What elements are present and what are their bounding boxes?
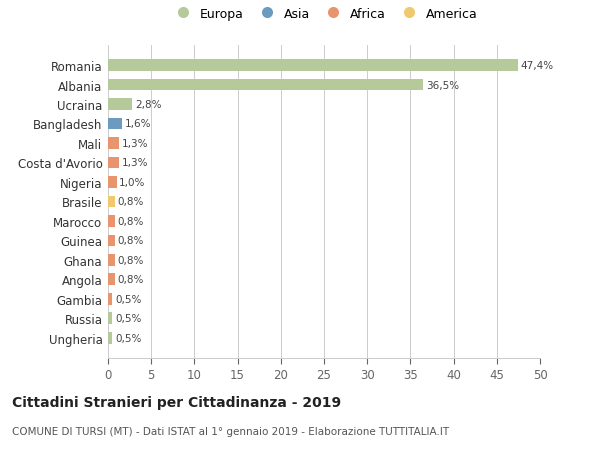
Bar [108, 313, 112, 325]
Legend: Europa, Asia, Africa, America: Europa, Asia, Africa, America [167, 6, 481, 23]
Text: 0,8%: 0,8% [118, 255, 144, 265]
Text: 36,5%: 36,5% [426, 80, 459, 90]
Text: 1,3%: 1,3% [122, 139, 148, 149]
Bar [108, 235, 115, 246]
Text: 0,5%: 0,5% [115, 333, 141, 343]
Bar [108, 157, 119, 169]
Text: 0,8%: 0,8% [118, 216, 144, 226]
Text: 0,5%: 0,5% [115, 294, 141, 304]
Text: 2,8%: 2,8% [135, 100, 161, 110]
Bar [108, 138, 119, 150]
Text: 0,8%: 0,8% [118, 236, 144, 246]
Bar [108, 99, 132, 111]
Text: 0,5%: 0,5% [115, 313, 141, 324]
Text: 1,0%: 1,0% [119, 178, 146, 188]
Bar [108, 332, 112, 344]
Bar [108, 254, 115, 266]
Text: 1,3%: 1,3% [122, 158, 148, 168]
Text: 0,8%: 0,8% [118, 274, 144, 285]
Text: 47,4%: 47,4% [520, 61, 553, 71]
Text: 1,6%: 1,6% [124, 119, 151, 129]
Bar [108, 196, 115, 208]
Text: Cittadini Stranieri per Cittadinanza - 2019: Cittadini Stranieri per Cittadinanza - 2… [12, 395, 341, 409]
Bar [108, 177, 116, 188]
Bar [108, 274, 115, 285]
Text: COMUNE DI TURSI (MT) - Dati ISTAT al 1° gennaio 2019 - Elaborazione TUTTITALIA.I: COMUNE DI TURSI (MT) - Dati ISTAT al 1° … [12, 426, 449, 436]
Bar [108, 216, 115, 227]
Bar [108, 293, 112, 305]
Text: 0,8%: 0,8% [118, 197, 144, 207]
Bar [108, 79, 424, 91]
Bar [108, 118, 122, 130]
Bar [108, 60, 518, 72]
